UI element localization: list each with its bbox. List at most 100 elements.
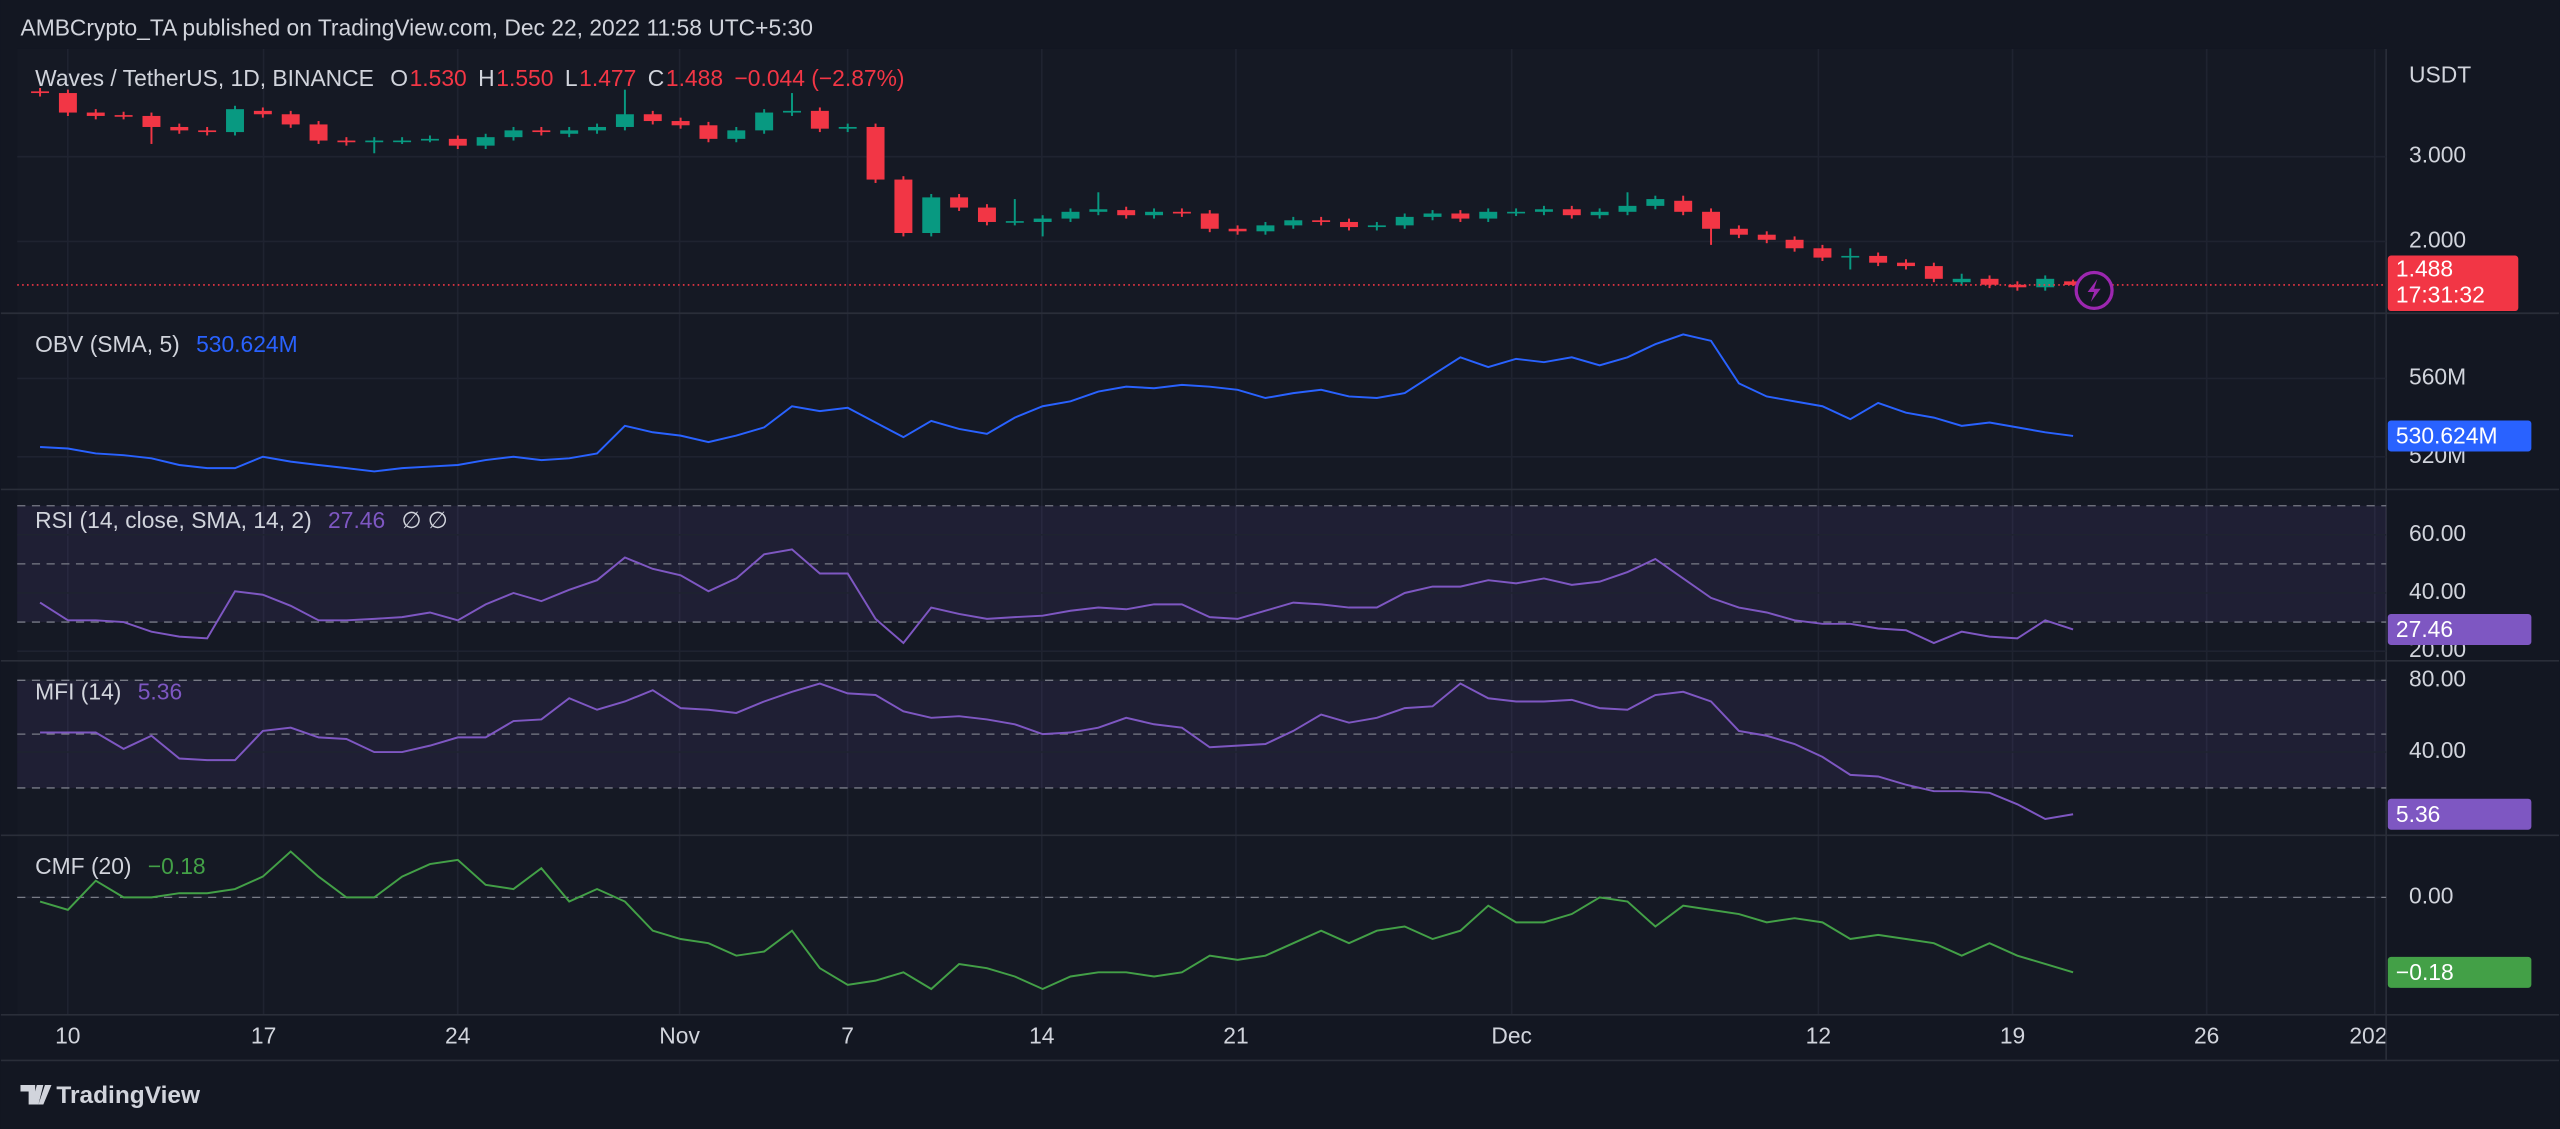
candle-body [1367, 225, 1386, 228]
candle-body [1228, 228, 1247, 232]
candle-body [337, 140, 356, 143]
last-value-badge-bg [2387, 613, 2532, 645]
legend-text: C [648, 65, 664, 91]
candle-body [420, 138, 439, 141]
candle-body [1980, 278, 1999, 285]
y-tick-label: 40.00 [2409, 578, 2466, 604]
candle-body [922, 197, 941, 234]
candle-body [1590, 211, 1609, 216]
candle-body [1117, 210, 1136, 216]
footer-bar [0, 1060, 2560, 1129]
y-tick-label: 2.000 [2409, 227, 2466, 253]
candle-body [560, 130, 579, 134]
last-value-badge: −0.18 [2396, 959, 2454, 985]
candle-body [58, 93, 77, 113]
candle-body [1145, 211, 1164, 216]
time-tick-label: 24 [445, 1023, 471, 1049]
candle-body [170, 126, 189, 131]
candle-body [476, 137, 495, 146]
tradingview-logo: TradingView [20, 1082, 201, 1109]
legend-text: L [565, 65, 578, 91]
candle-body [1924, 266, 1943, 279]
legend-text: −0.18 [148, 853, 206, 879]
time-tick-label: 7 [841, 1023, 854, 1049]
candle-body [1952, 278, 1971, 283]
last-value-badge: 5.36 [2396, 801, 2440, 827]
indicator [40, 682, 2074, 821]
candle-body [1702, 211, 1721, 229]
candle-body [365, 140, 384, 143]
candle-body [1757, 234, 1776, 240]
time-tick-label: 2023 [2349, 1023, 2400, 1049]
legend-text: MFI (14) [35, 678, 121, 704]
candle-body [142, 115, 161, 127]
candle-body [1618, 205, 1637, 212]
candle-body [783, 110, 801, 113]
candle-body [198, 130, 217, 133]
legend-text: CMF (20) [35, 853, 131, 879]
legend-text: −0.044 (−2.87%) [734, 65, 904, 91]
legend-text: ∅ ∅ [402, 507, 448, 533]
plot-background [17, 48, 2387, 1015]
candle-body [281, 114, 300, 125]
candle-body [1005, 221, 1024, 223]
candle-body [866, 126, 885, 180]
alert-bolt[interactable] [2087, 278, 2101, 302]
last-value-badge-bg [2387, 420, 2532, 452]
time-tick-label: 17 [251, 1023, 276, 1049]
time-tick-label: 12 [1806, 1023, 1831, 1049]
candle-body [1729, 228, 1748, 235]
candle-body [1256, 225, 1275, 232]
candle-body [1674, 200, 1693, 212]
candle-body [1033, 218, 1052, 222]
candle-body [448, 138, 467, 146]
last-value-badge-bg [2387, 798, 2532, 830]
indicator [39, 850, 2074, 991]
candle-body [615, 114, 634, 127]
last-price-badge-bg [2387, 255, 2519, 312]
candle-body [755, 112, 774, 131]
candle-body [253, 110, 272, 115]
candle-body [1061, 211, 1080, 219]
candle-body [1813, 248, 1832, 258]
indicator-line [39, 548, 2074, 645]
candles [31, 87, 2083, 291]
candle-body [727, 130, 746, 139]
logo-icon [20, 1084, 52, 1105]
candle-body [671, 121, 690, 126]
price-unit: USDT [2409, 62, 2471, 88]
candle-body [699, 125, 718, 139]
indicator-line [40, 333, 2074, 473]
time-tick-label: 19 [2000, 1023, 2025, 1049]
lightning-icon[interactable] [2074, 270, 2114, 310]
y-tick-label: 40.00 [2409, 737, 2466, 763]
candle-body [1172, 211, 1191, 214]
publisher-line: AMBCrypto_TA published on TradingView.co… [20, 14, 812, 40]
legend-text: O [390, 65, 408, 91]
candle-body [504, 130, 523, 138]
candle-body [1869, 255, 1888, 263]
time-tick-label: 14 [1029, 1023, 1055, 1049]
legend-text: 27.46 [328, 507, 385, 533]
candle-body [1479, 211, 1498, 219]
time-tick-label: Nov [659, 1023, 700, 1049]
last-value-badge-bg [2387, 956, 2532, 988]
candle-body [838, 126, 857, 129]
legend-text: Waves / TetherUS, 1D, BINANCE [35, 65, 374, 91]
time-axis: 10 17 24 Nov 7 14 21 Dec 12 19 26 2023 [55, 48, 2400, 1049]
legend-text: 5.36 [138, 678, 182, 704]
candle-body [588, 126, 607, 131]
candle-body [1507, 211, 1526, 214]
candle-body [1451, 213, 1470, 219]
candle-body [1284, 220, 1303, 226]
indicator-line [39, 850, 2074, 991]
y-tick-label: 80.00 [2409, 665, 2466, 691]
last-value-badge: 530.624M [2396, 423, 2498, 449]
candle-body [1340, 221, 1358, 228]
candle-body [393, 140, 412, 143]
legend-text: 1.550 [496, 65, 553, 91]
time-tick-label: 26 [2194, 1023, 2219, 1049]
candle-body [1395, 216, 1414, 226]
candle-body [1897, 262, 1915, 267]
